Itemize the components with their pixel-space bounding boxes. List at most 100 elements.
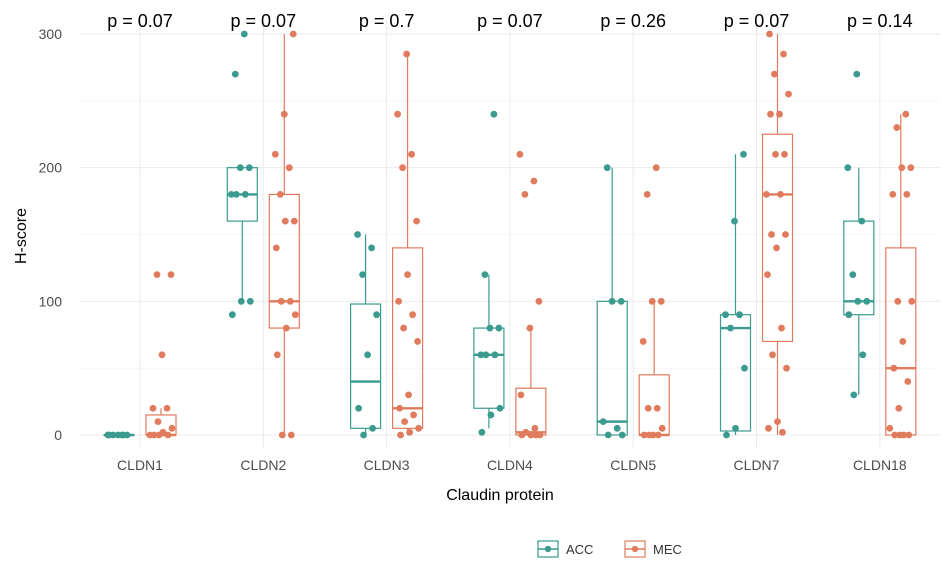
p-value-label: p = 0.14: [847, 11, 913, 31]
box-body: [350, 303, 382, 429]
point-acc: [845, 311, 853, 319]
point-mec: [653, 404, 661, 412]
point-mec: [902, 110, 910, 118]
point-mec: [774, 418, 781, 426]
point-mec: [763, 191, 770, 198]
point-acc: [232, 191, 240, 198]
point-mec: [155, 431, 163, 439]
point-mec: [644, 404, 652, 412]
box-body: [761, 133, 794, 343]
point-mec: [516, 150, 524, 158]
point-acc: [844, 164, 852, 172]
point-mec: [291, 311, 299, 319]
legend-label: MEC: [653, 542, 682, 557]
point-mec: [397, 431, 404, 439]
point-acc: [355, 404, 362, 412]
point-mec: [153, 271, 161, 278]
point-mec: [769, 351, 776, 359]
point-mec: [767, 110, 774, 118]
point-mec: [657, 297, 665, 305]
box-mec: [268, 34, 300, 435]
p-value-label: p = 0.7: [359, 11, 415, 31]
x-tick-labels: CLDN1 CLDN2 CLDN3 CLDN4 CLDN5 CLDN7 CLDN18: [117, 457, 907, 473]
point-acc: [859, 351, 867, 359]
p-value-label: p = 0.07: [724, 11, 790, 31]
point-acc: [354, 231, 361, 238]
point-mec: [773, 244, 780, 252]
point-mec: [779, 428, 786, 436]
x-tick-label: CLDN3: [364, 457, 410, 473]
point-mec: [777, 191, 784, 198]
point-acc: [853, 70, 861, 78]
point-mec: [772, 150, 779, 158]
point-mec: [781, 150, 788, 158]
point-acc: [722, 311, 729, 319]
box-body: [268, 193, 300, 329]
point-mec: [415, 424, 422, 432]
point-mec: [154, 418, 162, 426]
p-value-label: p = 0.07: [231, 11, 297, 31]
point-mec: [394, 110, 401, 118]
point-mec: [886, 424, 894, 432]
point-mec: [272, 244, 280, 252]
point-acc: [487, 411, 495, 419]
point-acc: [236, 164, 244, 172]
box-body: [596, 300, 628, 436]
box-acc: [350, 234, 382, 435]
point-acc: [368, 244, 375, 252]
point-mec: [521, 191, 529, 198]
point-mec: [164, 431, 172, 439]
box-acc: [719, 154, 752, 435]
data-points: [104, 30, 916, 439]
point-mec: [898, 164, 906, 172]
point-mec: [780, 50, 787, 58]
point-acc: [114, 431, 122, 439]
point-mec: [907, 164, 915, 172]
point-mec: [905, 431, 913, 439]
point-acc: [359, 271, 366, 278]
point-acc: [231, 70, 239, 78]
point-acc: [486, 324, 494, 332]
p-value-label: p = 0.26: [600, 11, 666, 31]
point-mec: [395, 297, 402, 305]
x-axis-title: Claudin protein: [446, 487, 554, 504]
legend-key-point: [544, 545, 552, 553]
x-tick-label: CLDN7: [734, 457, 780, 473]
point-mec: [640, 431, 648, 439]
legend-label: ACC: [566, 542, 593, 557]
legend: ACC MEC: [537, 540, 682, 558]
point-mec: [280, 110, 288, 118]
point-acc: [731, 217, 738, 225]
point-mec: [409, 311, 416, 319]
point-mec: [908, 297, 916, 305]
point-acc: [246, 297, 254, 305]
point-mec: [530, 177, 538, 185]
point-mec: [765, 424, 772, 432]
point-mec: [273, 351, 281, 359]
point-mec: [890, 364, 898, 372]
p-value-label: p = 0.07: [477, 11, 543, 31]
p-value-label: p = 0.07: [107, 11, 173, 31]
point-mec: [899, 338, 907, 345]
point-mec: [526, 324, 534, 332]
point-acc: [490, 110, 498, 118]
y-axis-title: H-score: [13, 208, 30, 264]
box-mec: [885, 114, 917, 436]
point-mec: [903, 191, 911, 198]
point-acc: [740, 150, 747, 158]
point-mec: [285, 164, 293, 172]
p-value-labels: p = 0.07 p = 0.07 p = 0.7 p = 0.07 p = 0.26 p…: [107, 11, 912, 31]
point-acc: [723, 431, 730, 439]
point-mec: [400, 324, 407, 332]
point-mec: [408, 150, 415, 158]
box-body: [638, 374, 670, 436]
legend-item-acc: ACC: [537, 540, 593, 558]
point-mec: [531, 424, 539, 432]
point-mec: [782, 231, 789, 238]
x-tick-label: CLDN1: [117, 457, 163, 473]
point-acc: [119, 431, 127, 439]
point-mec: [399, 164, 406, 172]
point-mec: [768, 231, 775, 238]
point-mec: [532, 431, 540, 439]
